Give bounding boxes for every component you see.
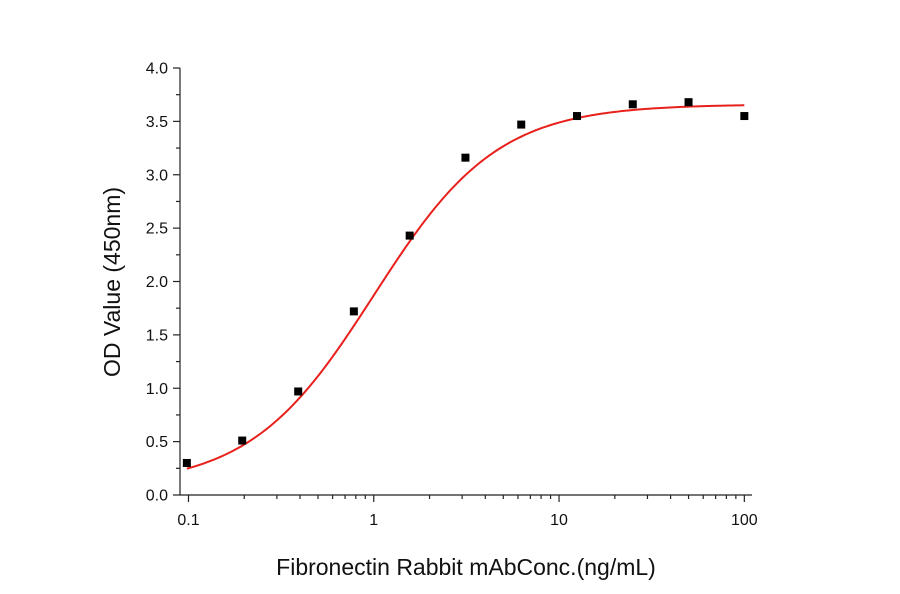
data-point (461, 153, 470, 162)
data-point (684, 98, 693, 107)
data-point (182, 458, 191, 467)
y-tick-label: 2.5 (146, 221, 168, 238)
y-tick-label: 3.0 (146, 167, 168, 184)
data-points-layer (182, 98, 749, 467)
fit-curve-layer (186, 104, 745, 470)
y-tick-label: 2.0 (146, 274, 168, 291)
x-tick-label: 0.1 (177, 512, 199, 529)
data-point (405, 231, 414, 240)
y-tick-label: 0.0 (146, 488, 168, 505)
x-axis-title: Fibronectin Rabbit mAbConc.(ng/mL) (276, 554, 656, 580)
y-tick-label: 0.5 (146, 434, 168, 451)
y-tick-label: 1.0 (146, 381, 168, 398)
data-point (740, 112, 749, 121)
axes: 0.0 0.5 1.0 1.5 2.0 2.5 3.0 3.5 4.0 0.1 1 10 100 (146, 61, 758, 530)
fit-curve-line (186, 104, 745, 470)
y-tick-label: 1.5 (146, 327, 168, 344)
data-point (294, 387, 303, 396)
x-tick-label: 100 (731, 512, 758, 529)
y-axis-title: OD Value (450nm) (99, 187, 125, 377)
x-tick-label: 10 (550, 512, 568, 529)
data-point (628, 100, 637, 109)
data-point (517, 120, 526, 129)
data-point (573, 112, 582, 121)
y-tick-label: 3.5 (146, 114, 168, 131)
y-tick-label: 4.0 (146, 61, 168, 78)
x-tick-label: 1 (369, 512, 378, 529)
data-point (349, 307, 358, 316)
data-point (238, 436, 247, 445)
